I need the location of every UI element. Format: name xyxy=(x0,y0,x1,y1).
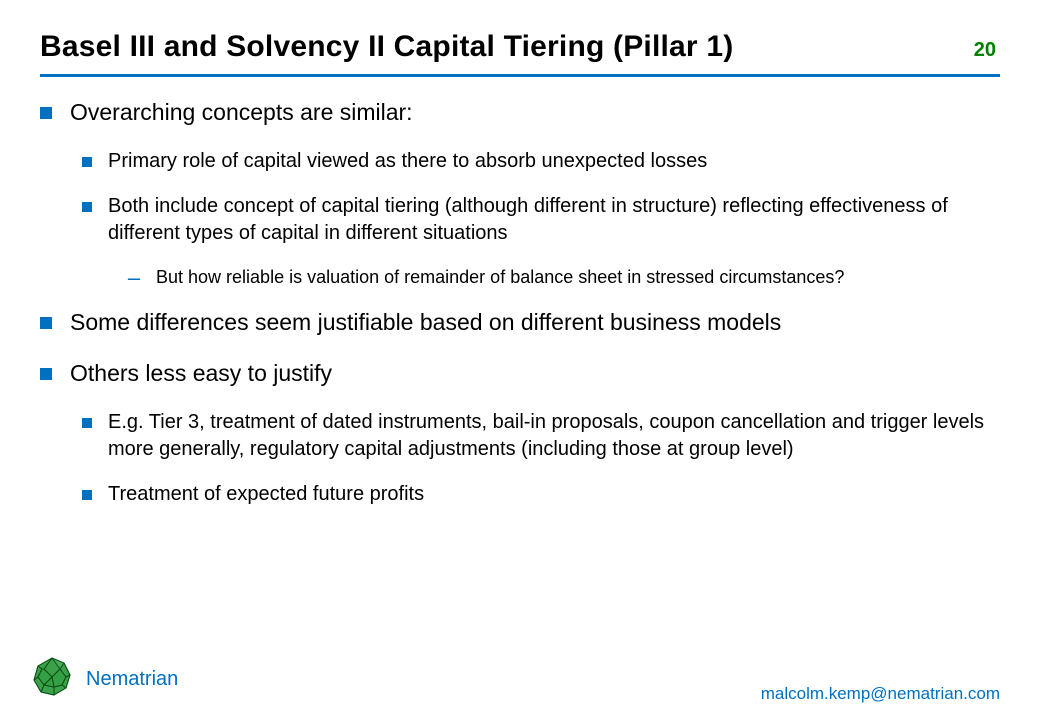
dash-bullet-icon: – xyxy=(124,267,144,289)
bullet-text: E.g. Tier 3, treatment of dated instrume… xyxy=(108,409,1000,463)
header-row: Basel III and Solvency II Capital Tierin… xyxy=(40,30,1000,64)
square-bullet-icon xyxy=(82,418,92,428)
bullet-text: Others less easy to justify xyxy=(70,358,1000,389)
bullet-text: Some differences seem justifiable based … xyxy=(70,307,1000,338)
contact-email: malcolm.kemp@nematrian.com xyxy=(761,684,1000,704)
bullet-l1: Others less easy to justify xyxy=(40,358,1000,389)
bullet-l2: Both include concept of capital tiering … xyxy=(82,193,1000,247)
page-number: 20 xyxy=(974,39,1000,62)
bullet-l2: Treatment of expected future profits xyxy=(82,481,1000,508)
square-bullet-icon xyxy=(82,157,92,167)
bullet-l2: Primary role of capital viewed as there … xyxy=(82,148,1000,175)
bullet-text: Primary role of capital viewed as there … xyxy=(108,148,1000,175)
square-bullet-icon xyxy=(82,202,92,212)
square-bullet-icon xyxy=(40,317,52,329)
square-bullet-icon xyxy=(40,107,52,119)
slide-title: Basel III and Solvency II Capital Tierin… xyxy=(40,30,733,64)
logo-icon xyxy=(30,655,74,704)
bullet-l1: Overarching concepts are similar: xyxy=(40,97,1000,128)
bullet-l1: Some differences seem justifiable based … xyxy=(40,307,1000,338)
slide-body: Overarching concepts are similar: Primar… xyxy=(40,77,1000,508)
square-bullet-icon xyxy=(82,490,92,500)
bullet-l2: E.g. Tier 3, treatment of dated instrume… xyxy=(82,409,1000,463)
bullet-text: Overarching concepts are similar: xyxy=(70,97,1000,128)
bullet-l3: – But how reliable is valuation of remai… xyxy=(124,265,1000,289)
slide: Basel III and Solvency II Capital Tierin… xyxy=(0,0,1040,720)
bullet-text: Treatment of expected future profits xyxy=(108,481,1000,508)
bullet-text: Both include concept of capital tiering … xyxy=(108,193,1000,247)
square-bullet-icon xyxy=(40,368,52,380)
bullet-text: But how reliable is valuation of remaind… xyxy=(156,265,1000,289)
brand-name: Nematrian xyxy=(86,668,178,691)
slide-footer: Nematrian malcolm.kemp@nematrian.com xyxy=(30,655,1000,704)
brand: Nematrian xyxy=(30,655,178,704)
